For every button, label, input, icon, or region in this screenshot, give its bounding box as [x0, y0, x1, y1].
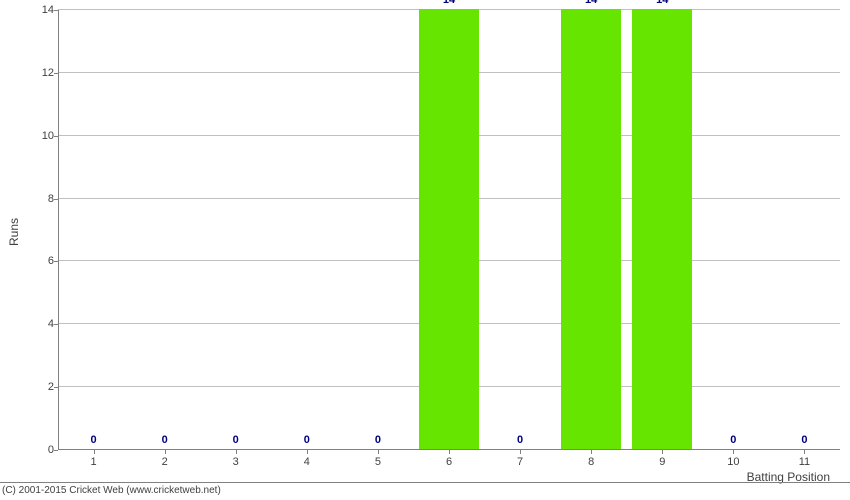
copyright-divider — [0, 482, 850, 483]
y-tick-mark — [54, 450, 58, 451]
bar-value-label: 0 — [304, 434, 310, 446]
bar-value-label: 0 — [801, 434, 807, 446]
y-tick-label: 10 — [42, 130, 54, 142]
x-tick-label: 2 — [162, 456, 168, 468]
x-tick-label: 6 — [446, 456, 452, 468]
x-tick-label: 9 — [659, 456, 665, 468]
x-tick-mark — [94, 450, 95, 454]
y-tick-label: 14 — [42, 4, 54, 16]
x-tick-label: 1 — [90, 456, 96, 468]
plot-area: 00000140141400 — [58, 10, 840, 450]
x-tick-label: 11 — [799, 456, 810, 468]
x-tick-mark — [804, 450, 805, 454]
y-axis-title: Runs — [7, 218, 21, 246]
bar-value-label: 0 — [233, 434, 239, 446]
y-axis-line — [58, 10, 59, 450]
x-tick-label: 5 — [375, 456, 381, 468]
x-tick-mark — [520, 450, 521, 454]
y-tick-label: 12 — [42, 67, 54, 79]
bar — [419, 9, 479, 449]
x-tick-mark — [378, 450, 379, 454]
copyright-text: (C) 2001-2015 Cricket Web (www.cricketwe… — [2, 485, 221, 496]
x-tick-label: 3 — [233, 456, 239, 468]
x-tick-mark — [662, 450, 663, 454]
x-tick-mark — [307, 450, 308, 454]
x-tick-mark — [236, 450, 237, 454]
x-tick-mark — [591, 450, 592, 454]
bar-value-label: 14 — [656, 0, 668, 6]
bar-value-label: 0 — [730, 434, 736, 446]
x-tick-mark — [733, 450, 734, 454]
bar-value-label: 0 — [375, 434, 381, 446]
x-tick-label: 4 — [304, 456, 310, 468]
x-tick-label: 8 — [588, 456, 594, 468]
bar-value-label: 14 — [443, 0, 455, 6]
bar — [632, 9, 692, 449]
bar-value-label: 0 — [517, 434, 523, 446]
x-axis-line — [58, 449, 840, 450]
bar-value-label: 14 — [585, 0, 597, 6]
bar-value-label: 0 — [162, 434, 168, 446]
bar — [561, 9, 621, 449]
x-tick-label: 7 — [517, 456, 523, 468]
chart-container: 00000140141400 Runs Batting Position (C)… — [0, 0, 850, 500]
x-tick-mark — [449, 450, 450, 454]
bar-value-label: 0 — [90, 434, 96, 446]
x-tick-label: 10 — [727, 456, 739, 468]
x-tick-mark — [165, 450, 166, 454]
